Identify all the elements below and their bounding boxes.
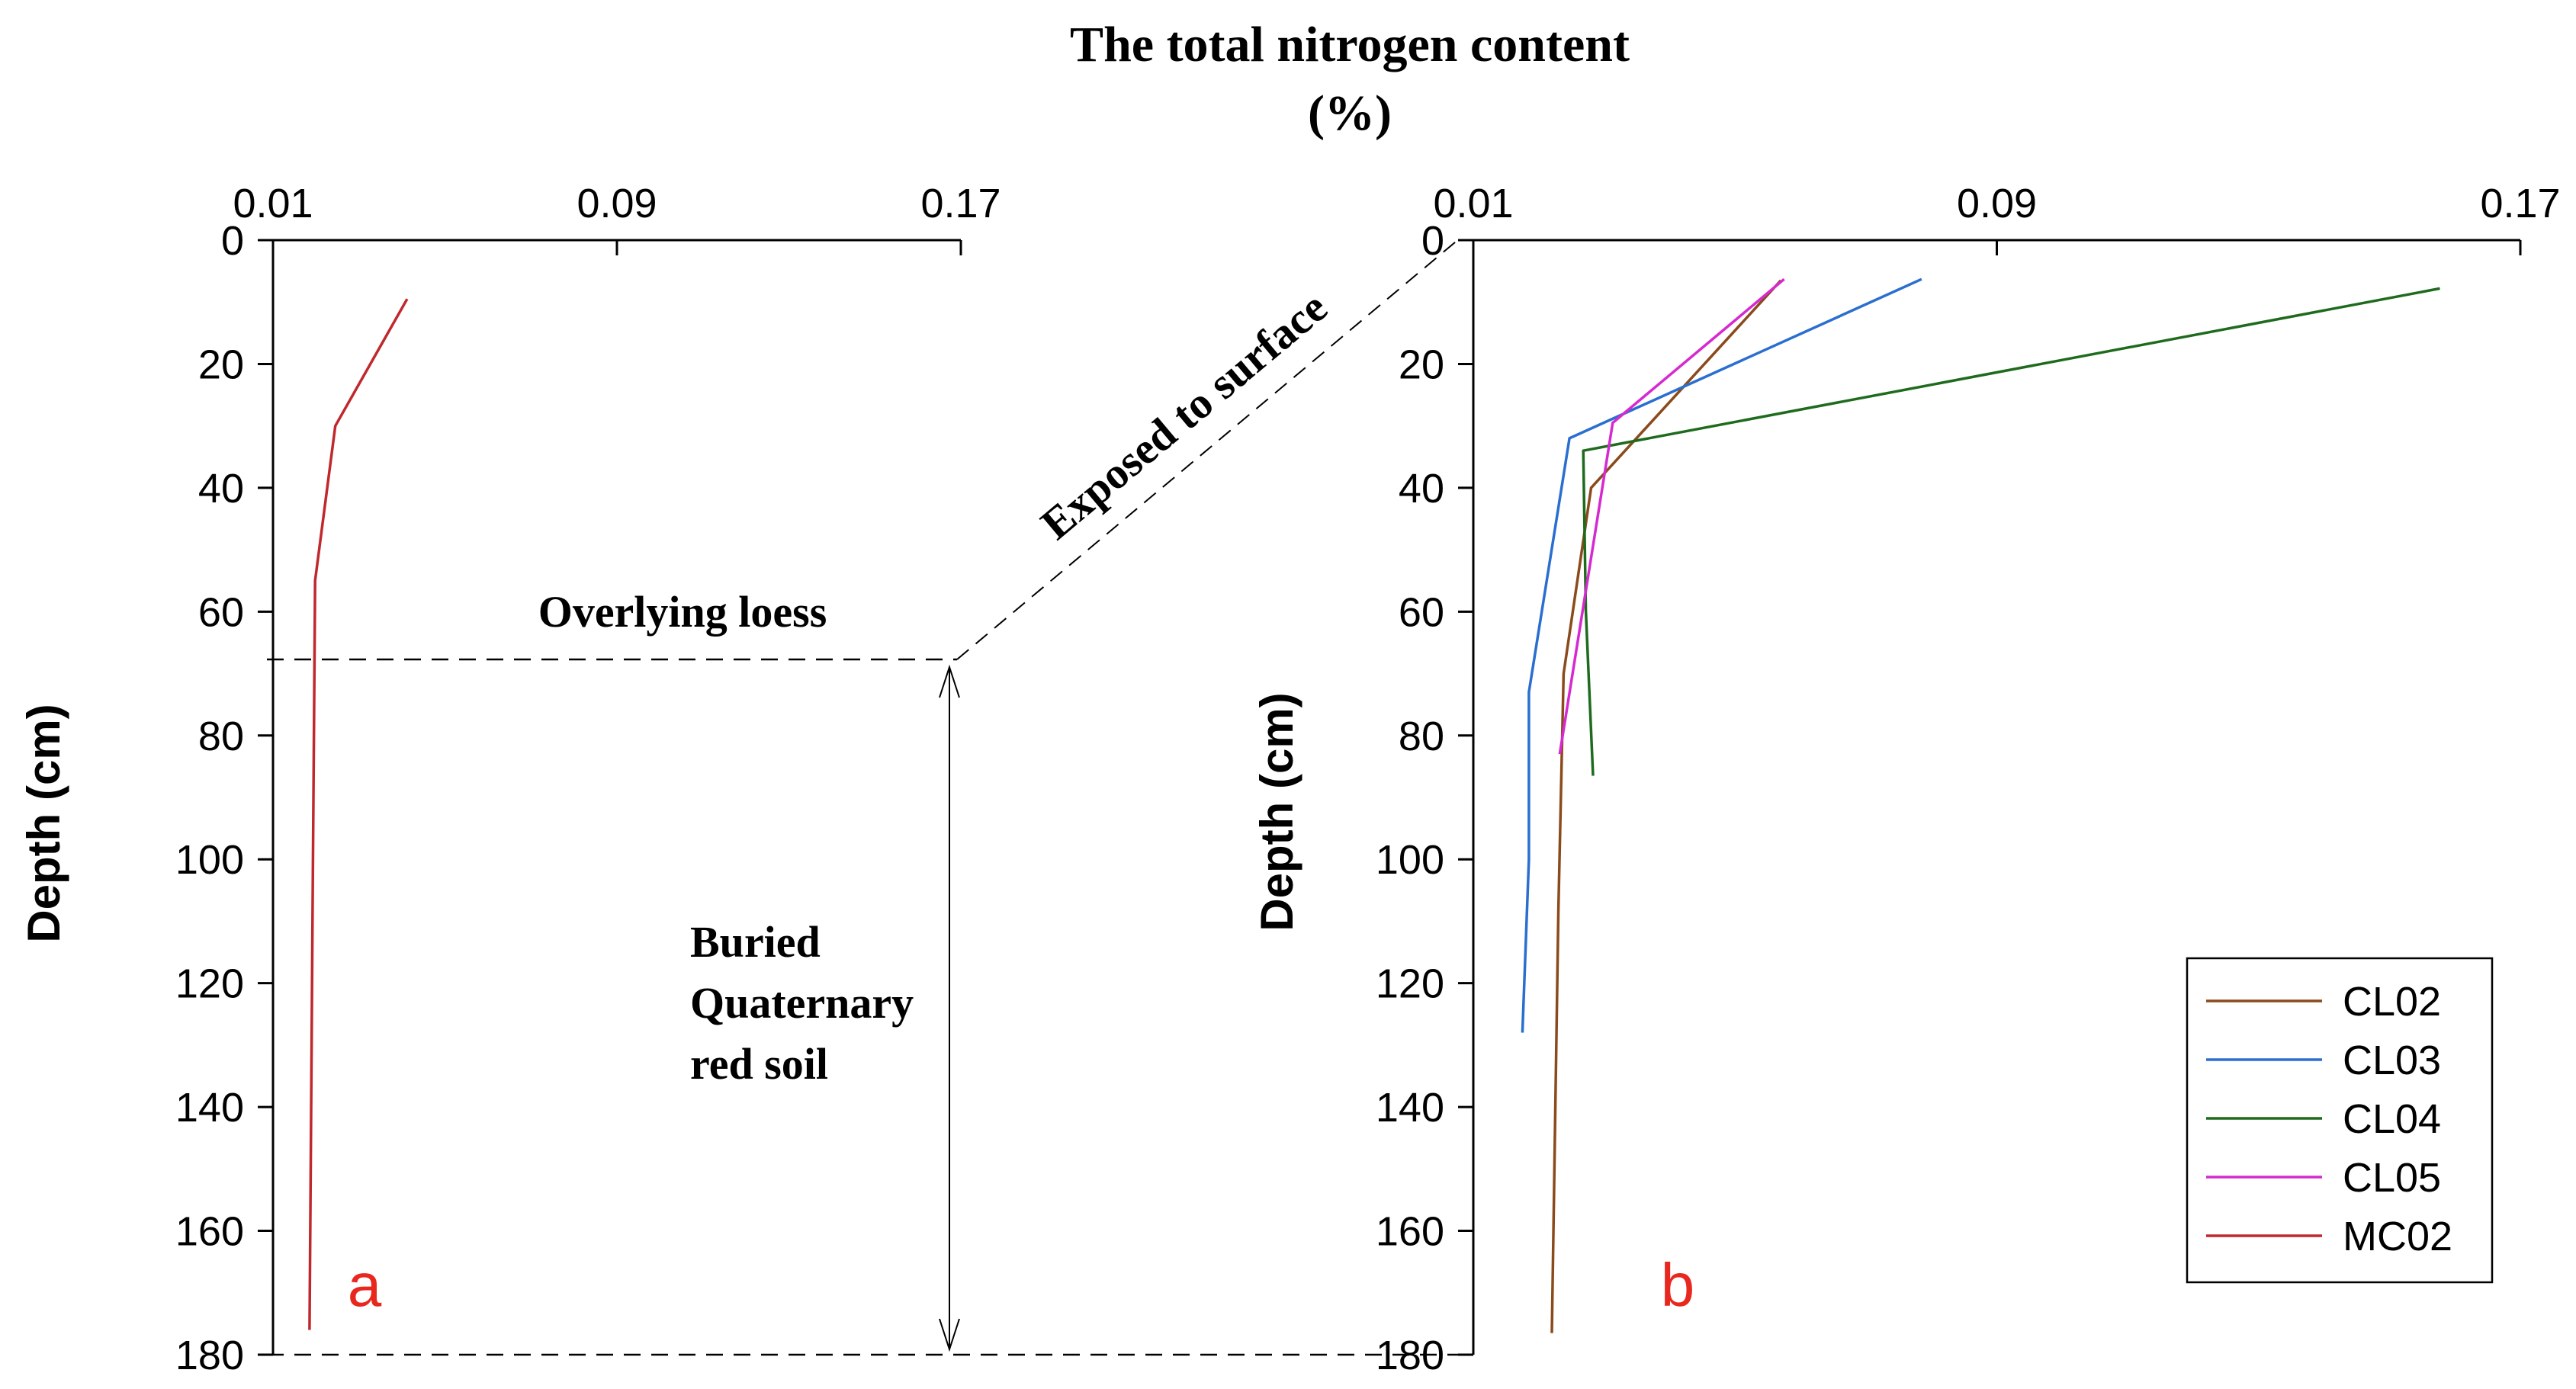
- x-tick-label: 0.17: [920, 181, 1001, 226]
- y-tick-label: 20: [1399, 342, 1444, 387]
- legend-label-cl05: CL05: [2343, 1155, 2441, 1201]
- legend-label-mc02: MC02: [2343, 1214, 2452, 1259]
- x-tick-label: 0.17: [2480, 181, 2560, 226]
- x-tick-label: 0.01: [1433, 181, 1513, 226]
- y-tick-label: 100: [175, 837, 244, 883]
- chart-title: The total nitrogen content (%): [1070, 17, 1630, 141]
- series-line-cl03: [1521, 277, 1922, 1033]
- y-tick-label: 160: [175, 1209, 244, 1255]
- y-tick-label: 20: [198, 342, 244, 387]
- series-line-cl02: [1550, 279, 1782, 1333]
- annotation-buried-line1: Buried: [690, 917, 821, 967]
- chart-title-line1: The total nitrogen content: [1070, 17, 1630, 72]
- y-tick-label: 0: [221, 218, 244, 264]
- y-axis-label-right: Depth (cm): [1251, 692, 1302, 931]
- annotation-buried-line2: Quaternary: [690, 978, 914, 1028]
- series-line-mc02: [308, 298, 409, 1330]
- y-tick-label: 80: [198, 714, 244, 759]
- x-tick-label: 0.09: [577, 181, 657, 226]
- series-line-cl04: [1582, 287, 2440, 776]
- y-tick-label: 180: [175, 1333, 244, 1378]
- legend-label-cl03: CL03: [2343, 1038, 2441, 1083]
- y-tick-label: 120: [1376, 961, 1444, 1007]
- y-tick-label: 100: [1376, 837, 1444, 883]
- panel-label-a: a: [348, 1251, 382, 1319]
- y-tick-label: 140: [175, 1085, 244, 1131]
- y-tick-label: 60: [1399, 589, 1444, 635]
- arrow-head-bottom: [939, 1318, 960, 1352]
- annotation-exposed-to-surface: Exposed to surface: [1032, 282, 1337, 549]
- exposed-dashed-line: [956, 237, 1461, 660]
- x-tick-label: 0.09: [1957, 181, 2037, 226]
- panel-label-b: b: [1661, 1251, 1695, 1319]
- chart-title-line2: (%): [1308, 85, 1392, 141]
- annotation-overlying-loess: Overlying loess: [538, 587, 827, 637]
- legend-box: [2186, 957, 2494, 1284]
- legend-label-cl02: CL02: [2343, 979, 2441, 1025]
- panel-a: 0.01 0.09 0.17 0 20 40 60 80 100 120 140 160 180 a: [175, 181, 1001, 1378]
- annotation-buried-line3: red soil: [690, 1039, 828, 1089]
- y-tick-label: 160: [1376, 1209, 1444, 1255]
- y-tick-label: 40: [198, 466, 244, 512]
- y-axis-label-left: Depth (cm): [18, 704, 69, 942]
- y-axis-label-b: Depth (cm): [1251, 692, 1302, 931]
- y-tick-label: 140: [1376, 1085, 1444, 1131]
- series-line-cl05: [1558, 277, 1785, 755]
- y-tick-label: 120: [175, 961, 244, 1007]
- y-tick-label: 60: [198, 589, 244, 635]
- legend: CL02 CL03 CL04 CL05 MC02: [2186, 957, 2494, 1284]
- y-tick-label: 0: [1421, 218, 1444, 264]
- y-tick-label: 40: [1399, 466, 1444, 512]
- legend-label-cl04: CL04: [2343, 1096, 2441, 1142]
- x-tick-label: 0.01: [233, 181, 313, 226]
- arrow-head-top: [939, 664, 960, 698]
- y-tick-label: 80: [1399, 714, 1444, 759]
- y-axis-label-a: Depth (cm): [18, 704, 69, 942]
